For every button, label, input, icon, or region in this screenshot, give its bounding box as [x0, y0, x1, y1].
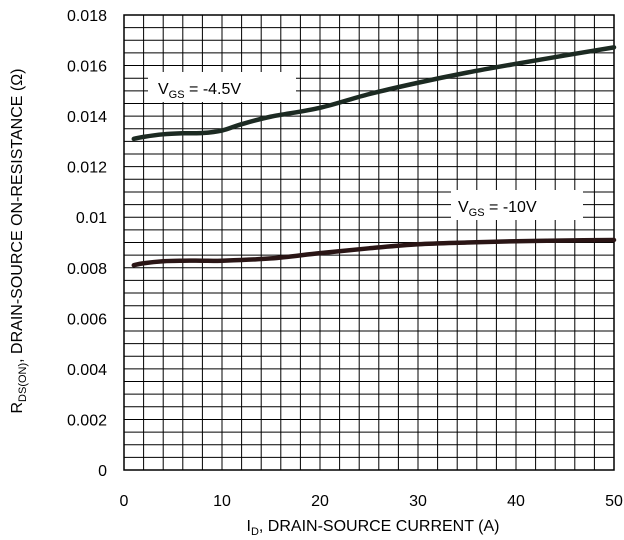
x-tick-label: 30 [409, 493, 427, 510]
legend-vgs-10-label: VGS = -10V [458, 199, 537, 219]
x-tick-label: 20 [311, 493, 329, 510]
x-axis-title: ID, DRAIN-SOURCE CURRENT (A) [246, 518, 499, 538]
x-tick-label: 50 [605, 493, 623, 510]
legend-vgs-4p5-box [148, 72, 296, 102]
y-tick-labels: 0 0.002 0.004 0.006 0.008 0.01 0.012 0.014 0.016… [67, 8, 107, 480]
x-tick-label: 0 [120, 493, 129, 510]
x-tick-labels: 0 10 20 30 40 50 [120, 493, 623, 510]
y-tick-label: 0.01 [76, 210, 107, 227]
y-axis-title: RDS(ON), DRAIN-SOURCE ON-RESISTANCE (Ω) [9, 68, 29, 413]
y-tick-label: 0.002 [67, 412, 107, 429]
x-tick-label: 40 [507, 493, 525, 510]
y-tick-label: 0 [98, 463, 107, 480]
legend-vgs-10: VGS = -10V [451, 190, 583, 220]
x-tick-label: 10 [213, 493, 231, 510]
series-line-vgs-10 [131, 237, 617, 268]
y-tick-label: 0.018 [67, 8, 107, 25]
y-tick-label: 0.016 [67, 59, 107, 76]
legend-vgs-4p5: VGS = -4.5V [148, 72, 296, 102]
series-line-vgs-4p5 [131, 45, 617, 142]
plot-frame [123, 14, 615, 471]
series-layer [131, 45, 617, 268]
legend-vgs-4p5-label: VGS = -4.5V [158, 81, 241, 101]
y-tick-label: 0.014 [67, 109, 107, 126]
legend-vgs-10-box [451, 190, 583, 220]
y-tick-label: 0.012 [67, 160, 107, 177]
y-tick-label: 0.004 [67, 362, 107, 379]
y-tick-label: 0.008 [67, 261, 107, 278]
y-tick-label: 0.006 [67, 311, 107, 328]
